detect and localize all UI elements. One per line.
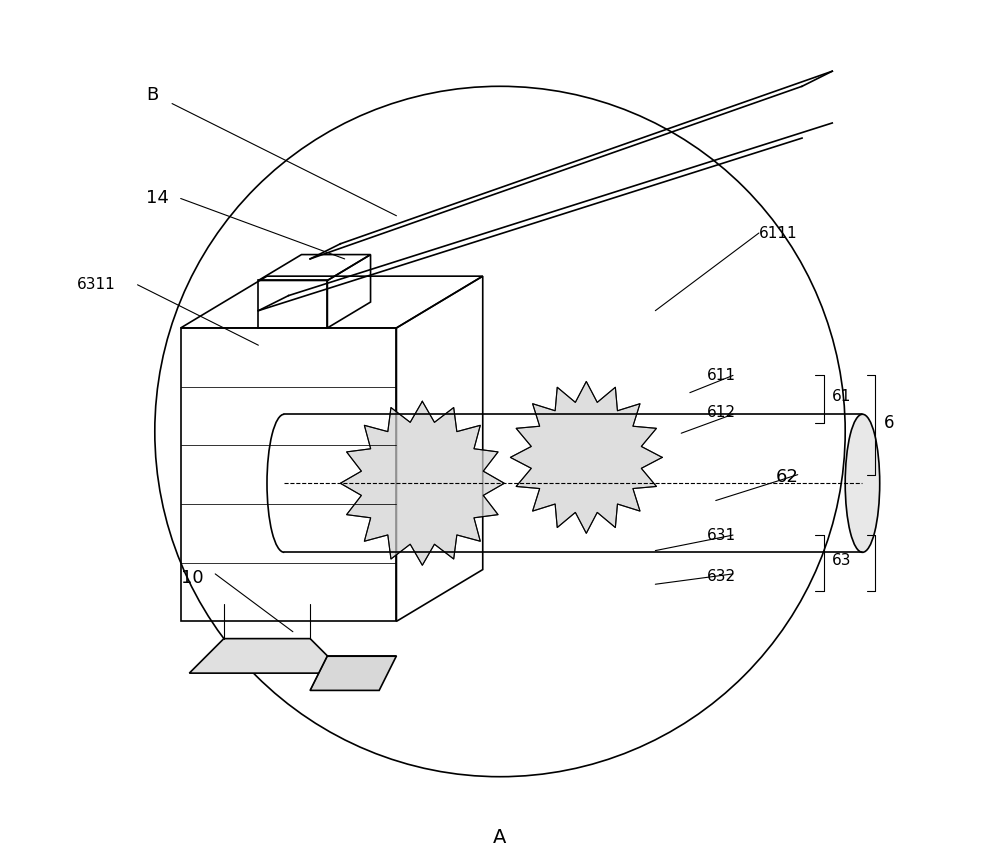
Text: 61: 61 xyxy=(832,389,852,405)
Text: 612: 612 xyxy=(707,405,736,420)
Text: 6311: 6311 xyxy=(77,277,116,293)
Polygon shape xyxy=(310,656,396,690)
Text: 62: 62 xyxy=(776,469,799,486)
Text: 6111: 6111 xyxy=(759,225,798,241)
Text: A: A xyxy=(493,828,507,847)
Text: 6: 6 xyxy=(884,414,895,432)
Polygon shape xyxy=(189,639,345,673)
Polygon shape xyxy=(510,381,662,533)
Text: 632: 632 xyxy=(707,569,736,584)
Text: 611: 611 xyxy=(707,368,736,383)
Text: B: B xyxy=(146,86,158,104)
Text: 63: 63 xyxy=(832,553,852,569)
Polygon shape xyxy=(340,401,504,565)
Text: 14: 14 xyxy=(146,190,169,207)
Ellipse shape xyxy=(845,414,880,552)
Text: 631: 631 xyxy=(707,527,736,543)
Text: 10: 10 xyxy=(181,570,203,587)
